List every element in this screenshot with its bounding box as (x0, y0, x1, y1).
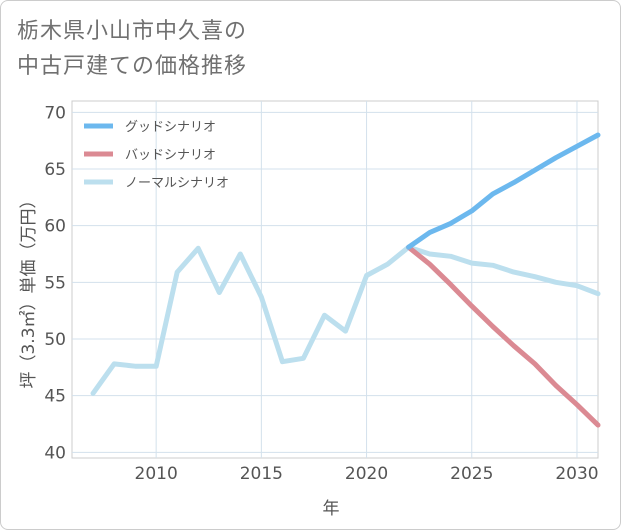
y-tick-label: 40 (44, 443, 66, 463)
series-line-2 (90, 244, 601, 396)
y-tick-label: 65 (44, 160, 66, 180)
x-tick-label: 2020 (345, 464, 388, 484)
x-tick-labels: 2010 2015 2020 2025 2030 (135, 464, 599, 484)
y-axis-label: 坪（3.3㎡）単価（万円） (19, 191, 39, 388)
x-axis-label: 年 (323, 499, 340, 519)
plot-area (71, 100, 599, 459)
chart-title: 栃木県小山市中久喜の 中古戸建ての価格推移 (17, 14, 247, 84)
series-line-1 (406, 244, 601, 428)
y-tick-label: 45 (44, 387, 66, 407)
y-tick-label: 55 (44, 273, 66, 293)
x-tick-label: 2010 (135, 464, 178, 484)
chart-title-line-1: 栃木県小山市中久喜の (17, 19, 248, 44)
legend-label: バッドシナリオ (125, 148, 216, 163)
legend-label: ノーマルシナリオ (125, 176, 229, 191)
y-tick-labels: 40 45 50 55 60 65 70 (44, 103, 66, 463)
x-tick-label: 2025 (450, 464, 493, 484)
x-tick-label: 2015 (240, 464, 283, 484)
y-tick-label: 60 (44, 217, 66, 237)
chart-title-line-2: 中古戸建ての価格推移 (17, 54, 248, 79)
y-tick-label: 70 (44, 103, 66, 123)
grid-lines (72, 101, 598, 458)
series-line-0 (406, 132, 601, 250)
series-lines (90, 132, 601, 428)
x-tick-label: 2030 (555, 464, 598, 484)
y-tick-label: 50 (44, 330, 66, 350)
legend-label: グッドシナリオ (125, 120, 216, 135)
